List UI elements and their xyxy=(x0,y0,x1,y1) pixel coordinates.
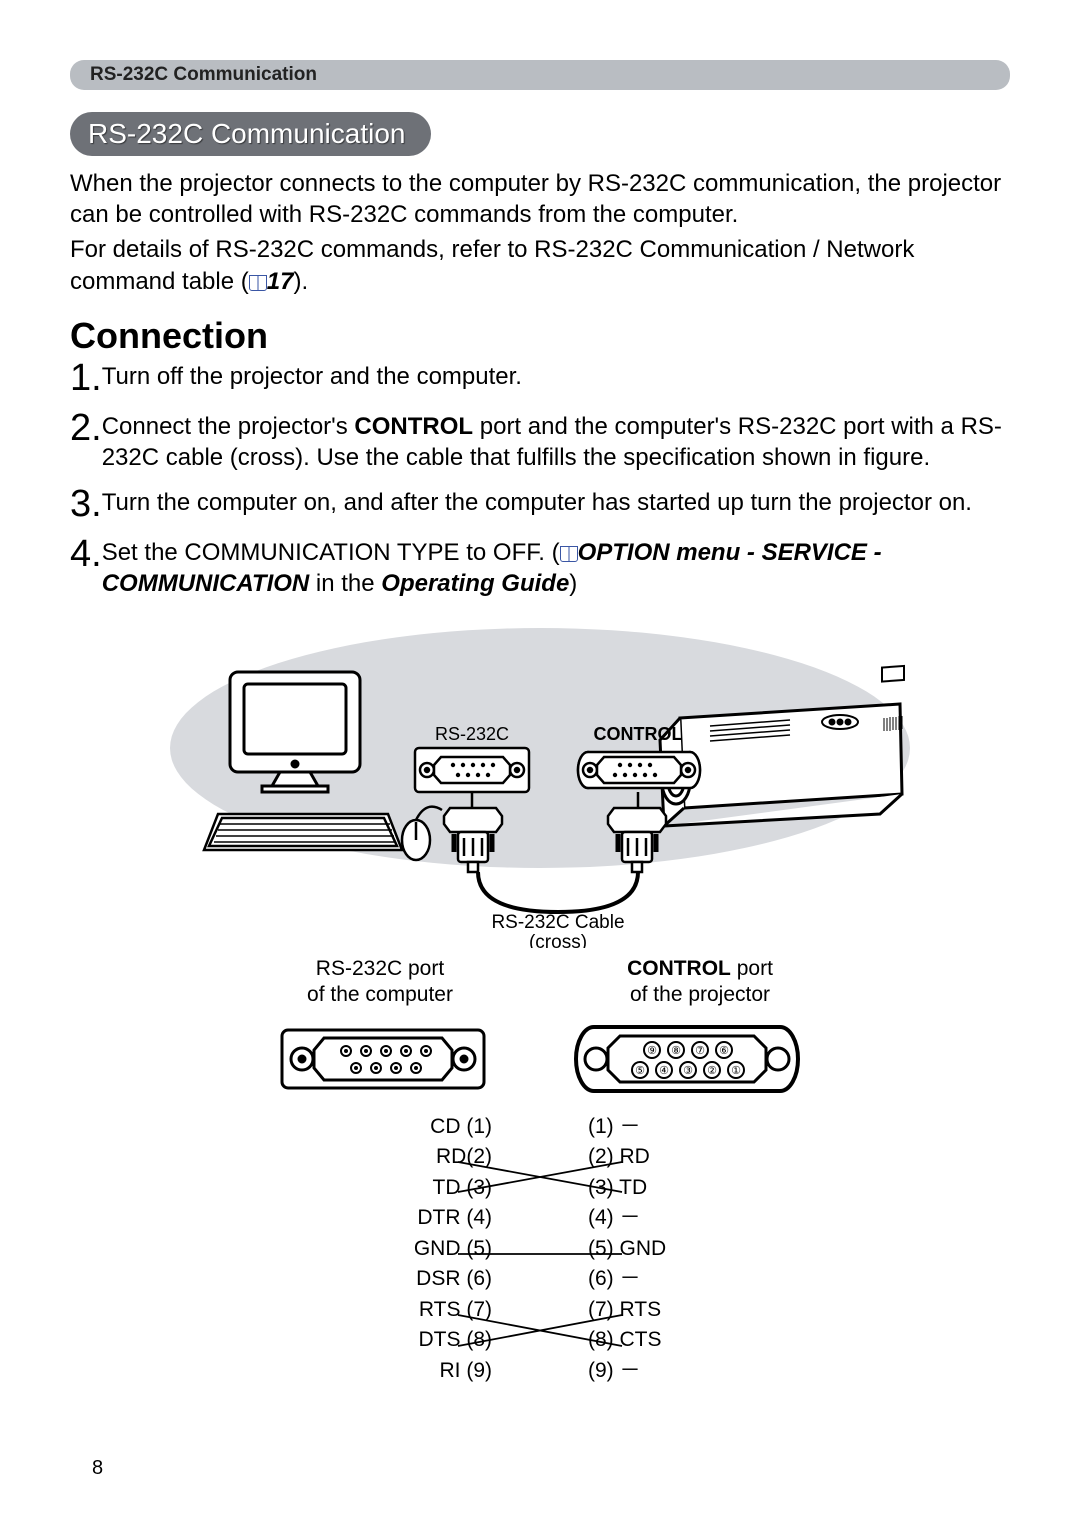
svg-text:④: ④ xyxy=(659,1065,669,1077)
step-4-body: Set the COMMUNICATION TYPE to OFF. (OPTI… xyxy=(102,535,1010,599)
figure-cable-label-2: (cross) xyxy=(529,932,587,948)
figure-label-control: CONTROL xyxy=(594,724,683,744)
svg-text:⑧: ⑧ xyxy=(671,1045,681,1057)
step-3-num: 3. xyxy=(70,485,102,523)
steps-list: 1. Turn off the projector and the comput… xyxy=(70,359,1010,600)
section-heading-connection: Connection xyxy=(70,315,1010,357)
title-pill: RS-232C Communication xyxy=(70,112,431,156)
figure-svg: RS-232C CONTROL xyxy=(160,618,920,948)
figure-cable-label-1: RS-232C Cable xyxy=(491,912,624,933)
step-2-num: 2. xyxy=(70,409,102,447)
connector-right: ⑨ ⑧ ⑦ ⑥ ⑤ ④ ③ ② ① xyxy=(572,1020,802,1098)
step-2-body: Connect the projector's CONTROL port and… xyxy=(102,409,1010,473)
header-bar: RS-232C Communication xyxy=(70,60,1010,90)
pin-mapping: CD (1) RD(2) TD (3) DTR (4) GND (5) DSR … xyxy=(362,1112,718,1386)
step-4-num: 4. xyxy=(70,535,102,573)
port-labels: RS-232C port of the computer CONTROL por… xyxy=(270,956,810,1009)
pinout-section: RS-232C port of the computer CONTROL por… xyxy=(70,956,1010,1386)
title-pill-text: RS-232C Communication xyxy=(88,118,405,149)
intro-p2-ref: 17 xyxy=(267,268,294,295)
connector-diagram-row: ⑨ ⑧ ⑦ ⑥ ⑤ ④ ③ ② ① xyxy=(278,1020,802,1098)
pin-lines xyxy=(330,1112,750,1392)
step-1-num: 1. xyxy=(70,359,102,397)
svg-text:①: ① xyxy=(731,1065,741,1077)
step-1-body: Turn off the projector and the computer. xyxy=(102,359,1010,392)
book-icon xyxy=(249,275,267,291)
svg-text:③: ③ xyxy=(683,1065,693,1077)
port-label-right: CONTROL port of the projector xyxy=(590,956,810,1009)
intro-paragraph-1: When the projector connects to the compu… xyxy=(70,168,1010,230)
intro-p2-b: ). xyxy=(293,268,308,295)
intro-p2-a: For details of RS-232C commands, refer t… xyxy=(70,236,914,294)
port-label-left: RS-232C port of the computer xyxy=(270,956,490,1009)
page-number: 8 xyxy=(92,1457,103,1480)
header-bar-title: RS-232C Communication xyxy=(90,64,317,85)
step-1: 1. Turn off the projector and the comput… xyxy=(70,359,1010,397)
connector-left xyxy=(278,1020,488,1098)
step-3-body: Turn the computer on, and after the comp… xyxy=(102,485,1010,518)
intro-paragraph-2: For details of RS-232C commands, refer t… xyxy=(70,234,1010,296)
svg-text:②: ② xyxy=(707,1065,717,1077)
book-icon xyxy=(560,546,578,562)
step-2: 2. Connect the projector's CONTROL port … xyxy=(70,409,1010,473)
svg-text:⑤: ⑤ xyxy=(635,1065,645,1077)
svg-text:⑦: ⑦ xyxy=(695,1045,705,1057)
step-3: 3. Turn the computer on, and after the c… xyxy=(70,485,1010,523)
step-4: 4. Set the COMMUNICATION TYPE to OFF. (O… xyxy=(70,535,1010,599)
svg-text:⑨: ⑨ xyxy=(647,1045,657,1057)
figure-connection-diagram: RS-232C CONTROL xyxy=(70,618,1010,948)
figure-label-rs232c: RS-232C xyxy=(435,724,509,744)
svg-text:⑥: ⑥ xyxy=(719,1045,729,1057)
